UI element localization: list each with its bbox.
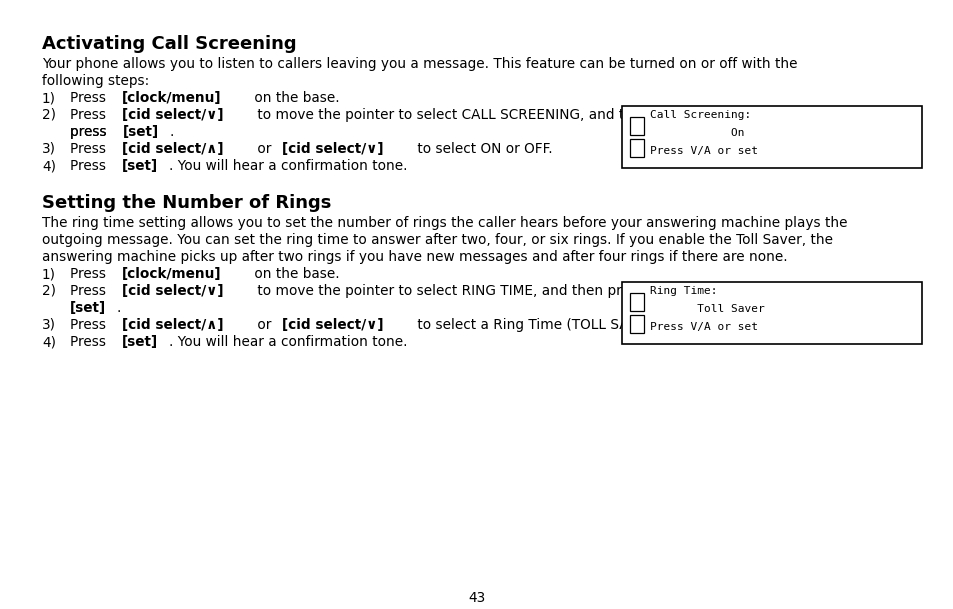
Text: Call Screening:: Call Screening:	[649, 110, 750, 120]
Text: to move the pointer to select CALL SCREENING, and then: to move the pointer to select CALL SCREE…	[253, 108, 650, 122]
Text: or: or	[253, 142, 275, 156]
Text: [cid select/∧]: [cid select/∧]	[122, 142, 223, 156]
Text: .: .	[116, 301, 121, 315]
Text: [clock/menu]: [clock/menu]	[122, 91, 221, 105]
Text: Ring Time:: Ring Time:	[649, 286, 717, 296]
Text: following steps:: following steps:	[42, 74, 149, 88]
Text: Press: Press	[70, 335, 111, 349]
Text: outgoing message. You can set the ring time to answer after two, four, or six ri: outgoing message. You can set the ring t…	[42, 233, 832, 247]
Text: 1): 1)	[42, 267, 56, 281]
Text: Press: Press	[70, 284, 111, 298]
Text: Press: Press	[70, 142, 111, 156]
Text: [cid select/∨]: [cid select/∨]	[122, 284, 223, 298]
Text: 4): 4)	[42, 159, 56, 173]
Text: on the base.: on the base.	[251, 91, 340, 105]
Text: [cid select/∨]: [cid select/∨]	[122, 108, 223, 122]
Text: Press V/A or set: Press V/A or set	[649, 146, 758, 156]
Text: [clock/menu]: [clock/menu]	[122, 267, 221, 281]
Text: Press V/A or set: Press V/A or set	[649, 322, 758, 332]
Text: [set]: [set]	[122, 159, 158, 173]
Text: On: On	[649, 128, 743, 138]
Text: [set]: [set]	[70, 301, 106, 315]
Text: . You will hear a confirmation tone.: . You will hear a confirmation tone.	[169, 335, 407, 349]
Bar	[629, 117, 643, 135]
Text: Press: Press	[70, 318, 111, 332]
Text: Press: Press	[70, 159, 111, 173]
Text: press: press	[70, 125, 111, 139]
Text: on the base.: on the base.	[251, 267, 340, 281]
Text: 1): 1)	[42, 91, 56, 105]
Bar	[629, 293, 643, 311]
Bar	[621, 106, 921, 168]
Text: Toll Saver: Toll Saver	[649, 304, 764, 314]
Text: to move the pointer to select RING TIME, and then press: to move the pointer to select RING TIME,…	[253, 284, 643, 298]
Text: [set]: [set]	[122, 335, 158, 349]
Text: [cid select/∨]: [cid select/∨]	[282, 142, 383, 156]
Text: 2): 2)	[42, 284, 56, 298]
Text: 2): 2)	[42, 108, 56, 122]
Bar	[621, 282, 921, 344]
Text: . You will hear a confirmation tone.: . You will hear a confirmation tone.	[169, 159, 407, 173]
Text: [cid select/∧]: [cid select/∧]	[122, 318, 223, 332]
Text: press: press	[70, 125, 111, 139]
Text: 3): 3)	[42, 318, 56, 332]
Text: Your phone allows you to listen to callers leaving you a message. This feature c: Your phone allows you to listen to calle…	[42, 57, 797, 71]
Text: answering machine picks up after two rings if you have new messages and after fo: answering machine picks up after two rin…	[42, 250, 787, 264]
Bar	[629, 315, 643, 333]
Text: or: or	[253, 318, 275, 332]
Text: Press: Press	[70, 91, 111, 105]
Text: [set]: [set]	[123, 125, 159, 139]
Text: to select a Ring Time (TOLL SAVER, 2 TIMES, 4 TIMES, or 6 TIMES).: to select a Ring Time (TOLL SAVER, 2 TIM…	[413, 318, 872, 332]
Text: Setting the Number of Rings: Setting the Number of Rings	[42, 194, 331, 212]
Bar	[629, 139, 643, 157]
Text: The ring time setting allows you to set the number of rings the caller hears bef: The ring time setting allows you to set …	[42, 216, 846, 230]
Text: 43: 43	[468, 591, 485, 605]
Text: Press: Press	[70, 267, 111, 281]
Text: 3): 3)	[42, 142, 56, 156]
Text: .: .	[170, 125, 173, 139]
Text: to select ON or OFF.: to select ON or OFF.	[413, 142, 553, 156]
Text: 4): 4)	[42, 335, 56, 349]
Text: [cid select/∨]: [cid select/∨]	[282, 318, 383, 332]
Text: Activating Call Screening: Activating Call Screening	[42, 35, 296, 53]
Text: Press: Press	[70, 108, 111, 122]
